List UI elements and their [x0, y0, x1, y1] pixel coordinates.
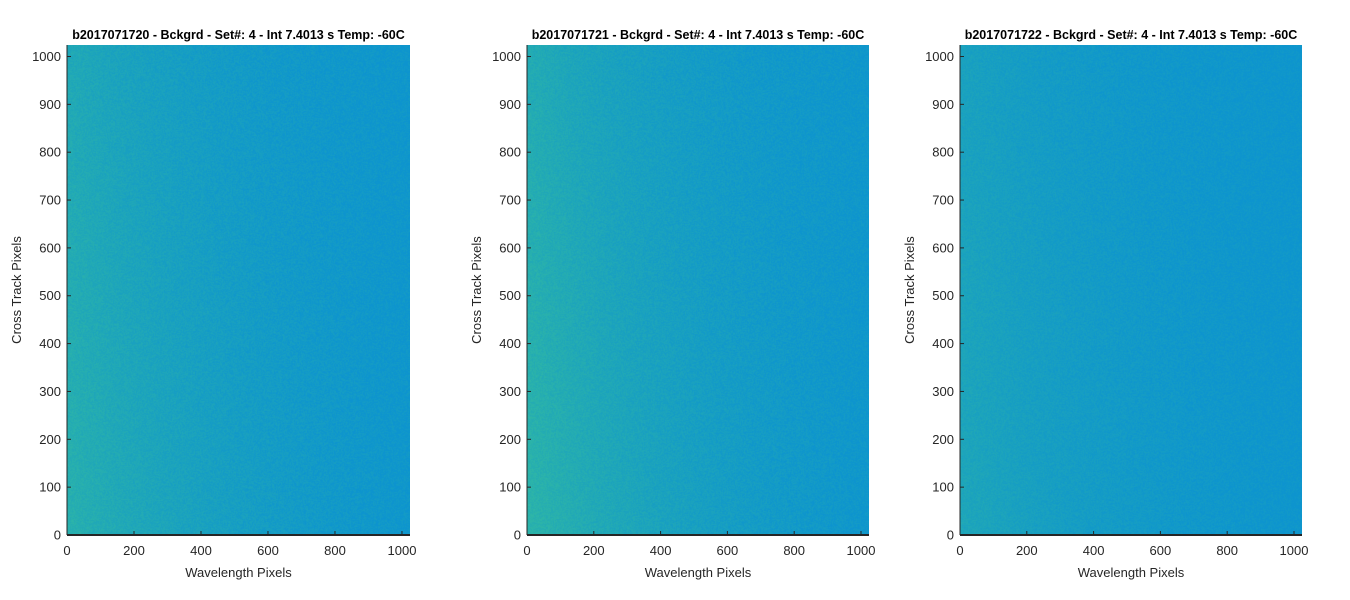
y-tick-label: 100	[932, 480, 954, 495]
x-tick-label: 200	[123, 543, 145, 558]
y-tick-label: 500	[499, 288, 521, 303]
y-axis-label: Cross Track Pixels	[902, 236, 917, 344]
y-tick-label: 200	[499, 432, 521, 447]
y-tick-label: 600	[39, 240, 61, 255]
y-tick-label: 900	[499, 97, 521, 112]
y-tick-label: 1000	[492, 49, 521, 64]
x-tick-label: 200	[583, 543, 605, 558]
y-tick-label: 1000	[925, 49, 954, 64]
y-tick-label: 800	[932, 145, 954, 160]
y-tick-label: 700	[39, 193, 61, 208]
x-tick-label: 0	[63, 543, 70, 558]
y-tick-label: 700	[499, 193, 521, 208]
x-tick-label: 200	[1016, 543, 1038, 558]
y-tick-label: 700	[932, 193, 954, 208]
y-tick-label: 600	[932, 240, 954, 255]
x-axis-label: Wavelength Pixels	[645, 565, 752, 580]
y-tick-label: 0	[514, 528, 521, 543]
x-tick-label: 800	[783, 543, 805, 558]
y-tick-label: 900	[932, 97, 954, 112]
y-tick-label: 400	[932, 336, 954, 351]
panel-1: b2017071720 - Bckgrd - Set#: 4 - Int 7.4…	[9, 28, 416, 580]
panel-2: b2017071721 - Bckgrd - Set#: 4 - Int 7.4…	[469, 28, 875, 580]
x-tick-label: 800	[1216, 543, 1238, 558]
chart-title: b2017071722 - Bckgrd - Set#: 4 - Int 7.4…	[965, 28, 1298, 42]
y-tick-label: 600	[499, 240, 521, 255]
x-tick-label: 600	[257, 543, 279, 558]
x-tick-label: 1000	[388, 543, 417, 558]
y-tick-label: 900	[39, 97, 61, 112]
x-tick-label: 1000	[847, 543, 876, 558]
y-tick-label: 100	[39, 480, 61, 495]
x-axis-label: Wavelength Pixels	[1078, 565, 1185, 580]
y-tick-label: 0	[947, 528, 954, 543]
y-tick-label: 300	[499, 384, 521, 399]
y-tick-label: 500	[39, 288, 61, 303]
x-tick-label: 800	[324, 543, 346, 558]
y-tick-label: 400	[39, 336, 61, 351]
chart-title: b2017071721 - Bckgrd - Set#: 4 - Int 7.4…	[532, 28, 865, 42]
y-tick-label: 300	[39, 384, 61, 399]
y-tick-label: 100	[499, 480, 521, 495]
heatmap-image	[527, 45, 869, 535]
y-tick-label: 300	[932, 384, 954, 399]
x-tick-label: 600	[1150, 543, 1172, 558]
y-tick-label: 1000	[32, 49, 61, 64]
x-axis-label: Wavelength Pixels	[185, 565, 292, 580]
y-tick-label: 800	[499, 145, 521, 160]
y-tick-label: 0	[54, 528, 61, 543]
x-tick-label: 400	[1083, 543, 1105, 558]
chart-title: b2017071720 - Bckgrd - Set#: 4 - Int 7.4…	[72, 28, 405, 42]
x-tick-label: 600	[717, 543, 739, 558]
y-axis-label: Cross Track Pixels	[9, 236, 24, 344]
x-tick-label: 400	[190, 543, 212, 558]
heatmap-image	[960, 45, 1302, 535]
heatmap-image	[67, 45, 410, 535]
y-tick-label: 200	[39, 432, 61, 447]
x-tick-label: 400	[650, 543, 672, 558]
y-tick-label: 500	[932, 288, 954, 303]
x-tick-label: 1000	[1280, 543, 1309, 558]
y-tick-label: 200	[932, 432, 954, 447]
panel-3: b2017071722 - Bckgrd - Set#: 4 - Int 7.4…	[902, 28, 1308, 580]
x-tick-label: 0	[956, 543, 963, 558]
y-tick-label: 400	[499, 336, 521, 351]
y-tick-label: 800	[39, 145, 61, 160]
x-tick-label: 0	[523, 543, 530, 558]
y-axis-label: Cross Track Pixels	[469, 236, 484, 344]
